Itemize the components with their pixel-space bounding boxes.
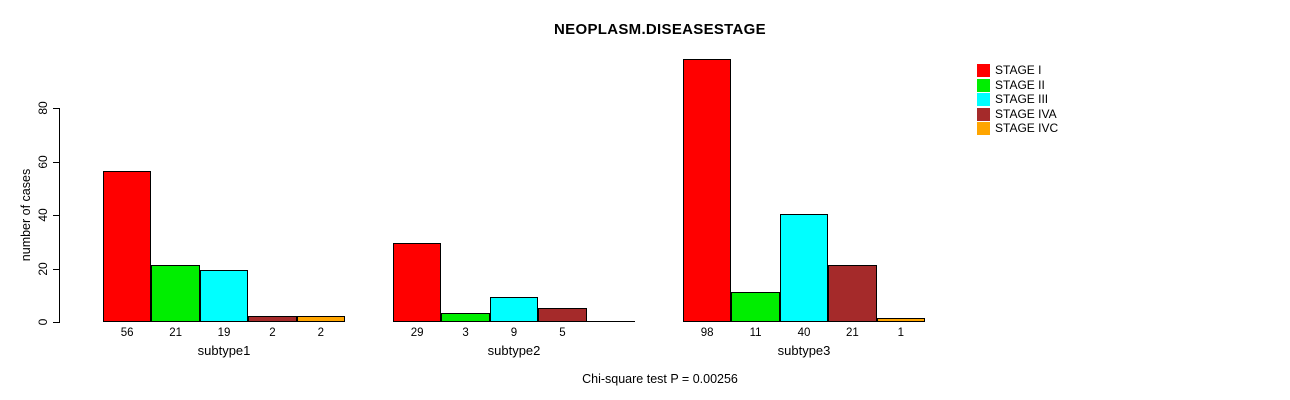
bar-subtype3-stage-iii	[779, 214, 829, 322]
category-label-subtype2: subtype2	[487, 343, 541, 358]
bar-subtype3-stage-ivc	[876, 318, 925, 322]
legend-label: STAGE III	[995, 92, 1049, 107]
y-tick-mark	[53, 322, 59, 323]
bar-value-label: 2	[269, 327, 276, 339]
legend-entry: STAGE II	[977, 77, 1058, 93]
y-tick-mark	[53, 162, 59, 163]
bar-subtype1-stage-iii	[199, 270, 249, 322]
legend-label: STAGE I	[995, 63, 1042, 78]
y-tick-label: 40	[36, 208, 50, 222]
bar-subtype2-stage-ii	[441, 313, 490, 322]
bar-value-label: 21	[845, 327, 859, 339]
bar-subtype2-stage-iva	[538, 308, 587, 322]
legend-entry: STAGE IVC	[977, 122, 1058, 136]
legend-entry: STAGE IVA	[977, 106, 1058, 122]
bar-subtype3-stage-iva	[828, 265, 877, 322]
bar-value-label: 29	[410, 327, 424, 339]
bar-value-label: 2	[317, 327, 324, 339]
legend-label: STAGE IVC	[995, 121, 1059, 136]
bar-value-label: 40	[797, 327, 811, 339]
bar-value-label: 11	[749, 327, 762, 339]
y-tick-label: 60	[36, 155, 50, 169]
y-axis-line	[59, 108, 60, 323]
category-label-subtype3: subtype3	[777, 343, 831, 358]
category-label-subtype1: subtype1	[197, 343, 251, 358]
legend-entry: STAGE I	[977, 64, 1058, 78]
bar-subtype1-stage-ivc	[296, 316, 345, 322]
bar-value-label: 1	[897, 327, 904, 339]
legend-swatch-icon	[977, 93, 990, 107]
bar-subtype2-stage-ivc	[586, 321, 635, 322]
legend-swatch-icon	[977, 107, 990, 121]
legend-label: STAGE II	[995, 77, 1045, 92]
bar-value-label: 3	[462, 327, 469, 339]
bar-subtype2-stage-i	[393, 243, 442, 322]
caption: Chi-square test P = 0.00256	[582, 372, 738, 386]
y-tick-label: 0	[36, 318, 50, 326]
y-tick-mark	[53, 269, 59, 270]
y-axis-title: number of cases	[19, 168, 33, 262]
bar-subtype2-stage-iii	[489, 297, 539, 322]
bar-subtype1-stage-iva	[248, 316, 297, 322]
bar-value-label: 5	[559, 327, 566, 339]
bar-value-label: 98	[700, 327, 714, 339]
bar-value-label: 21	[169, 327, 182, 339]
bar-value-label: 56	[120, 327, 134, 339]
bar-value-label: 19	[217, 327, 231, 339]
y-tick-mark	[53, 108, 59, 109]
legend-swatch-icon	[977, 64, 990, 78]
legend-swatch-icon	[977, 78, 990, 92]
chart-title: NEOPLASM.DISEASESTAGE	[554, 21, 766, 38]
legend: STAGE I STAGE II STAGE III STAGE IVA STAGE I…	[977, 64, 1058, 137]
y-tick-label: 80	[36, 101, 50, 115]
y-tick-label: 20	[36, 262, 50, 276]
y-tick-mark	[53, 215, 59, 216]
bar-subtype1-stage-ii	[151, 265, 200, 322]
bar-value-label: 9	[510, 327, 518, 339]
legend-label: STAGE IVA	[995, 106, 1057, 121]
bar-subtype1-stage-i	[103, 171, 152, 322]
bar-subtype3-stage-i	[683, 59, 732, 322]
legend-swatch-icon	[977, 122, 990, 136]
legend-entry: STAGE III	[977, 93, 1058, 107]
bar-subtype3-stage-ii	[731, 292, 780, 322]
